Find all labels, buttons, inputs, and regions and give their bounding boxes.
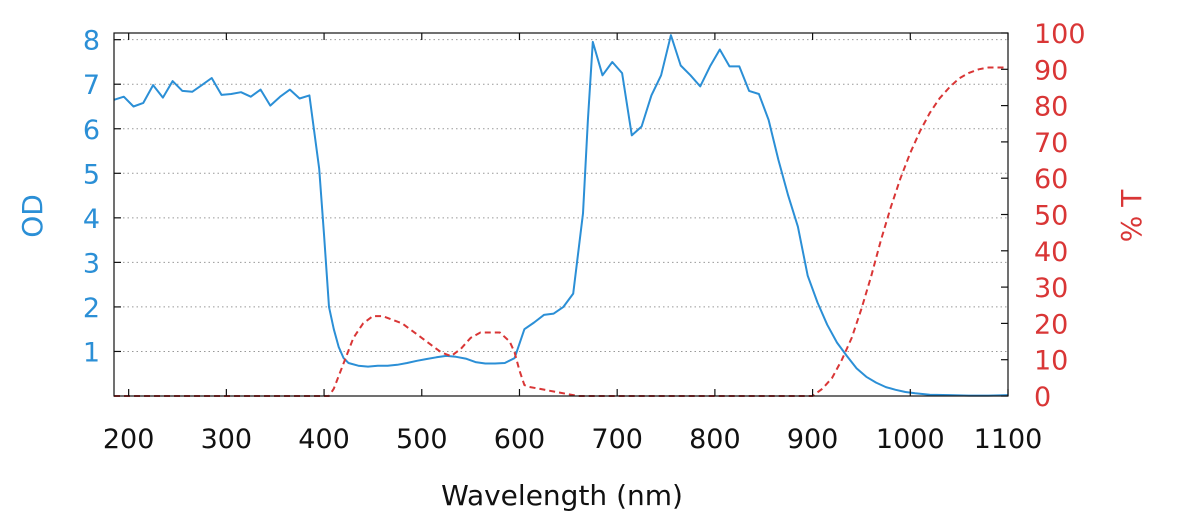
- x-tick-label: 900: [787, 424, 839, 455]
- y2-tick-label: 60: [1034, 164, 1068, 195]
- y2-tick-label: 80: [1034, 92, 1068, 123]
- y2-tick-label: 70: [1034, 128, 1068, 159]
- y1-tick-label: 4: [83, 204, 100, 235]
- y2-tick-label: 100: [1034, 19, 1086, 50]
- y1-tick-label: 1: [83, 337, 100, 368]
- y1-tick-label: 2: [83, 293, 100, 324]
- y1-tick-label: 6: [83, 115, 100, 146]
- x-tick-label: 1000: [876, 424, 945, 455]
- y1-tick-label: 5: [83, 159, 100, 190]
- plot-frame: [113, 32, 1009, 397]
- y2-axis-title: % T: [1115, 189, 1148, 243]
- x-axis-title: Wavelength (nm): [441, 479, 683, 512]
- x-tick-label: 400: [298, 424, 350, 455]
- y1-tick-label: 7: [83, 70, 100, 101]
- y1-tick-label: 8: [83, 26, 100, 57]
- grid-lines: [114, 39, 1008, 352]
- x-tick-label: 800: [689, 424, 741, 455]
- tick-marks: [114, 32, 1009, 397]
- transmission-series-line: [114, 66, 1008, 397]
- y2-tick-label: 30: [1034, 273, 1068, 304]
- y1-axis-title: OD: [16, 194, 49, 238]
- y1-tick-label: 3: [83, 248, 100, 279]
- y2-tick-label: 10: [1034, 346, 1068, 377]
- x-tick-label: 200: [103, 424, 155, 455]
- x-tick-label: 1100: [974, 424, 1043, 455]
- x-tick-label: 700: [591, 424, 643, 455]
- y2-tick-label: 90: [1034, 55, 1068, 86]
- y2-tick-label: 40: [1034, 237, 1068, 268]
- y2-tick-label: 50: [1034, 201, 1068, 232]
- tick-labels: 200 300 400 500 600 700 800 900 1000 110012345678…: [83, 19, 1086, 455]
- x-tick-label: 600: [494, 424, 546, 455]
- series-layer: [113, 34, 1009, 397]
- od-series-line: [113, 34, 1009, 397]
- x-tick-label: 300: [201, 424, 253, 455]
- y2-tick-label: 20: [1034, 309, 1068, 340]
- y2-tick-label: 0: [1034, 382, 1051, 413]
- x-tick-label: 500: [396, 424, 448, 455]
